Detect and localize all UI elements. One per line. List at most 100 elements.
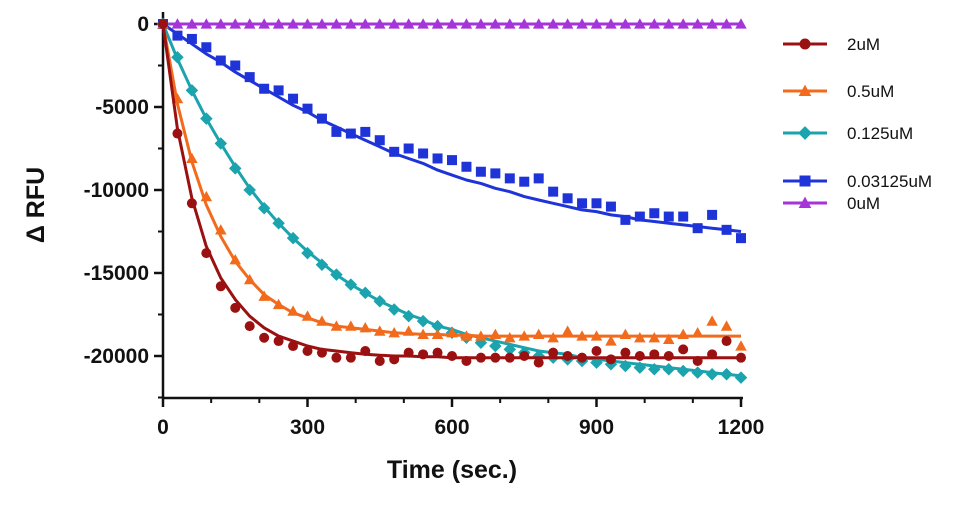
data-point-0-03125um: [230, 60, 241, 71]
y-tick-label: -20000: [84, 345, 149, 368]
data-point-0um: [475, 18, 487, 29]
data-point-0-125um: [344, 278, 358, 291]
data-point-0-03125um: [418, 148, 429, 159]
legend-marker-0-5um: [798, 84, 812, 97]
data-point-2um: [620, 347, 631, 358]
series-2um: [158, 19, 746, 368]
series-0um: [157, 18, 747, 29]
data-point-2um: [331, 352, 342, 363]
data-point-0-03125um: [663, 211, 674, 222]
data-point-2um: [663, 351, 674, 361]
data-point-2um: [389, 354, 400, 365]
data-point-0-125um: [676, 364, 690, 378]
x-tick-label: 0: [157, 416, 169, 439]
data-point-0um: [330, 18, 343, 29]
data-point-0um: [706, 18, 718, 29]
data-point-0-125um: [214, 137, 228, 150]
data-point-2um: [186, 198, 197, 209]
data-point-0-03125um: [605, 201, 616, 212]
data-point-0um: [186, 18, 198, 29]
data-point-2um: [302, 346, 313, 357]
data-point-0-03125um: [562, 193, 573, 204]
data-point-0um: [431, 18, 444, 29]
data-point-2um: [490, 352, 501, 363]
data-point-0-5um: [388, 327, 400, 338]
data-point-0um: [272, 18, 285, 29]
data-point-0-125um: [734, 371, 748, 384]
data-point-0-125um: [662, 363, 675, 376]
data-point-0-03125um: [316, 113, 327, 124]
data-point-0-125um: [171, 50, 184, 64]
data-point-0-5um: [186, 152, 198, 164]
data-point-0-125um: [200, 112, 213, 125]
data-point-0-5um: [518, 330, 530, 341]
fit-line-0-03125um: [162, 22, 742, 233]
data-point-0-03125um: [331, 126, 342, 137]
legend-label-0-125um: 0.125uM: [847, 124, 913, 143]
data-point-0-5um: [215, 224, 227, 235]
data-point-0-03125um: [475, 166, 486, 177]
data-point-0-03125um: [259, 83, 270, 94]
data-point-0-5um: [374, 325, 386, 336]
data-point-0-03125um: [201, 42, 212, 53]
data-point-0um: [301, 18, 314, 29]
data-point-0um: [243, 18, 256, 29]
data-point-0um: [504, 18, 516, 29]
data-point-0-5um: [735, 340, 747, 351]
x-tick-label: 1200: [718, 416, 765, 439]
data-point-0um: [374, 18, 386, 29]
data-point-0um: [605, 18, 617, 29]
data-point-2um: [475, 352, 486, 363]
data-point-0-03125um: [519, 176, 530, 187]
data-point-0um: [215, 18, 227, 29]
data-point-0-5um: [720, 320, 733, 331]
data-point-0-03125um: [533, 173, 544, 184]
data-point-0-125um: [633, 361, 647, 374]
data-point-0-5um: [489, 328, 502, 340]
data-point-0-03125um: [504, 173, 515, 184]
data-point-2um: [259, 332, 270, 343]
data-point-0-5um: [243, 273, 256, 285]
data-point-2um: [504, 352, 515, 363]
data-point-0um: [446, 18, 458, 29]
data-point-0um: [518, 18, 530, 29]
data-point-0-03125um: [403, 143, 414, 154]
data-point-0-03125um: [215, 55, 226, 66]
data-point-0-125um: [503, 343, 517, 356]
y-tick-label: -10000: [84, 179, 149, 202]
data-point-0um: [720, 18, 733, 29]
data-point-0-125um: [243, 183, 256, 197]
data-point-2um: [172, 128, 183, 139]
x-axis-title: Time (sec.): [387, 456, 517, 484]
data-point-0um: [663, 18, 675, 29]
data-point-0um: [388, 18, 400, 29]
data-point-2um: [273, 336, 284, 347]
data-point-0um: [532, 18, 545, 29]
data-point-0-5um: [677, 328, 689, 340]
x-tick-label: 300: [290, 416, 325, 439]
data-point-0um: [229, 18, 241, 29]
data-point-0-5um: [287, 305, 299, 316]
data-point-0-03125um: [432, 153, 443, 164]
data-point-2um: [678, 344, 689, 355]
data-point-0-03125um: [374, 135, 385, 146]
legend-marker-2um: [799, 38, 811, 50]
data-point-0-5um: [590, 330, 603, 341]
legend-marker-0-03125um: [799, 175, 811, 187]
data-point-2um: [215, 281, 226, 292]
data-point-0-5um: [446, 327, 458, 338]
data-point-2um: [519, 351, 530, 361]
data-point-0um: [619, 18, 632, 29]
data-point-2um: [548, 347, 559, 358]
data-point-0-03125um: [591, 198, 602, 209]
legend-label-0-03125um: 0.03125uM: [847, 172, 932, 191]
data-point-0-5um: [691, 327, 704, 338]
data-point-0-125um: [416, 314, 430, 328]
data-point-0-125um: [691, 366, 704, 379]
data-point-0-5um: [460, 330, 473, 341]
data-point-0-125um: [431, 319, 444, 333]
data-point-0um: [359, 18, 372, 29]
data-point-2um: [230, 302, 241, 313]
y-axis-title: Δ RFU: [22, 167, 50, 243]
